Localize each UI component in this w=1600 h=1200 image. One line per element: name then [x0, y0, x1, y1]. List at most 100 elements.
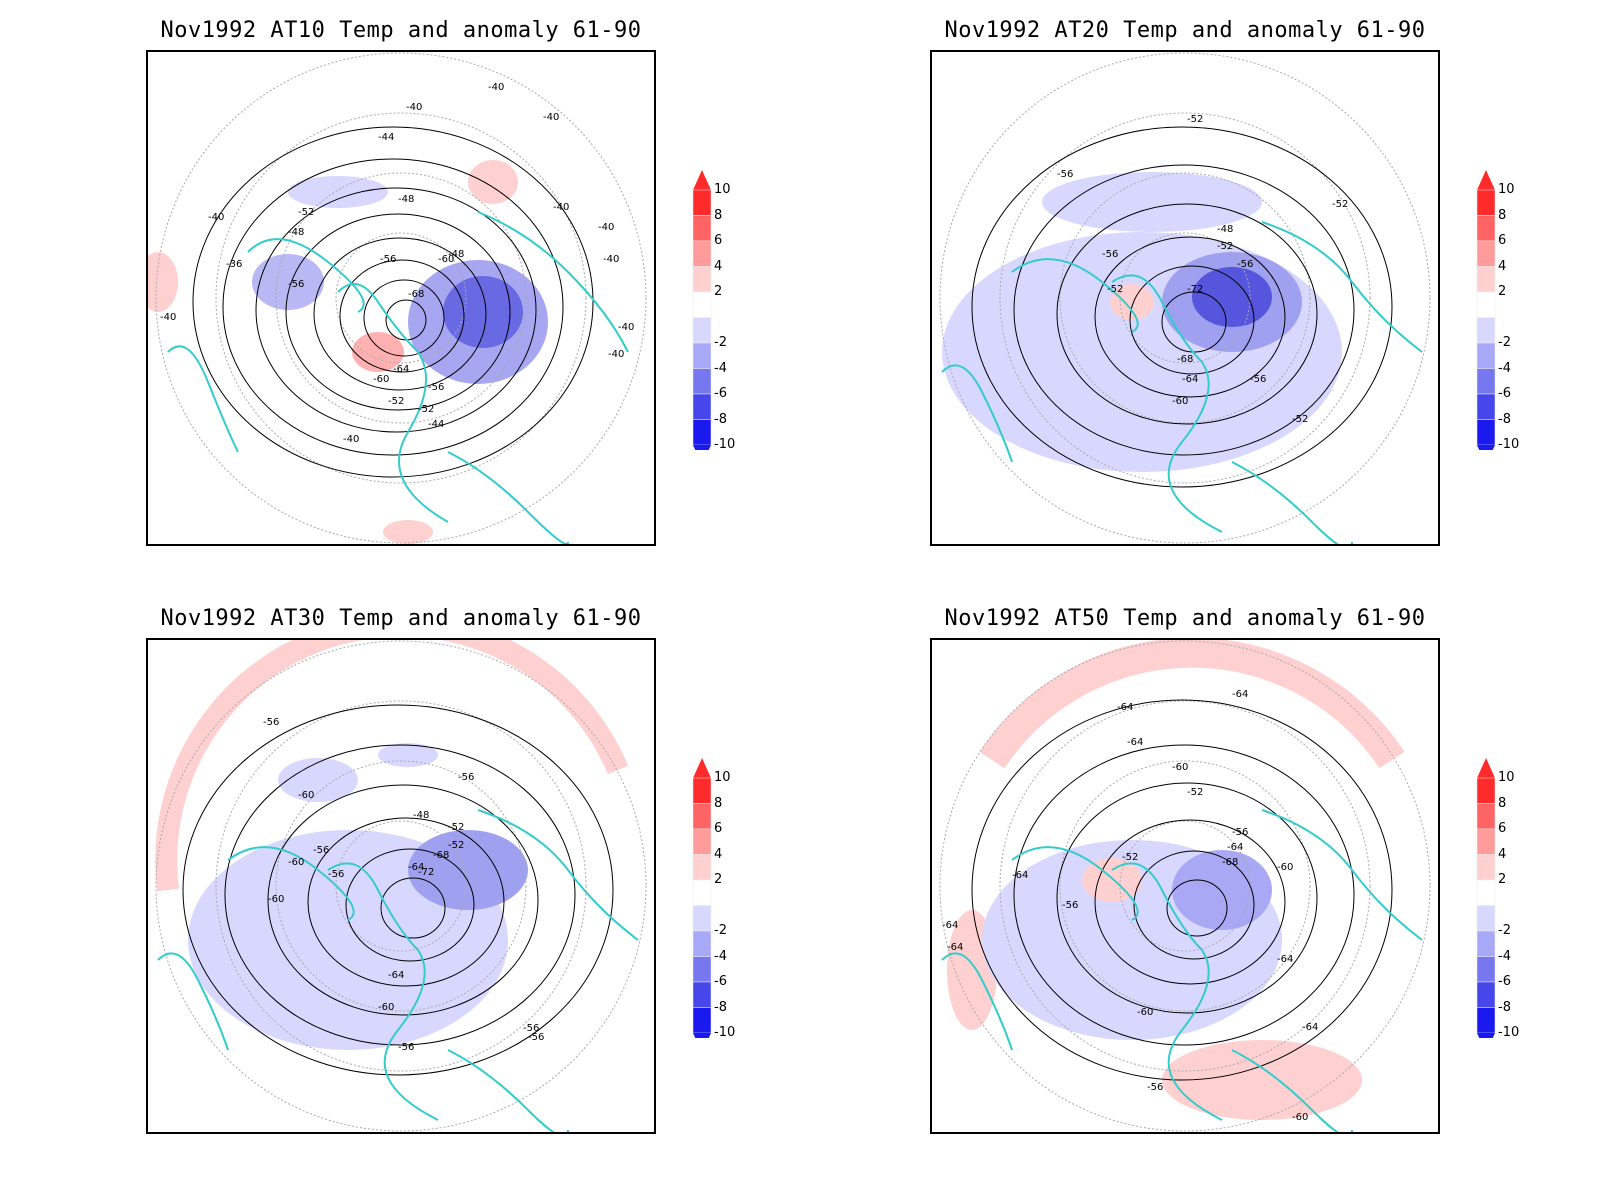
- colorbar-segment: [1476, 956, 1496, 983]
- colorbar-tick-label: -6: [714, 974, 727, 989]
- contour-label: -64: [1012, 870, 1028, 881]
- contour-label: -52: [1217, 241, 1233, 252]
- colorbar-tick-label: -10: [714, 1025, 736, 1040]
- colorbar-tick-label: 10: [1498, 182, 1515, 197]
- contour-label: -68: [433, 850, 449, 861]
- colorbar-tick-label: -4: [714, 948, 727, 964]
- colorbar-segment: [1476, 981, 1496, 1008]
- coastlines: [941, 221, 1423, 544]
- colorbar-segment: [1476, 266, 1496, 293]
- contour-label: -64: [1117, 702, 1133, 713]
- contour-label: -72: [1187, 284, 1203, 295]
- polar-map: -64 -64 -64 -60 -52 -56 -52 -56 -64 -68 -60 -64 -56 -…: [939, 640, 1431, 1132]
- colorbar-tick-label: -6: [1498, 974, 1511, 989]
- panel-title: Nov1992 AT10 Temp and anomaly 61-90: [160, 18, 642, 43]
- colorbar-segment: [692, 956, 712, 983]
- contour-lines: [192, 126, 594, 478]
- colorbar-tick-label: 10: [1498, 770, 1515, 785]
- contour-label: -48: [413, 810, 429, 821]
- panel-at10: Nov1992 AT10 Temp and anomaly 61-90: [146, 18, 906, 598]
- colorbar-segment: [1476, 189, 1496, 216]
- contour-label: -56: [1062, 900, 1078, 911]
- contour-label: -40: [208, 212, 224, 223]
- contour-label: -52: [298, 207, 314, 218]
- coastlines: [157, 809, 639, 1132]
- colorbar-tick-label: 2: [1498, 284, 1507, 299]
- contour-label: -48: [398, 194, 414, 205]
- contour-label: -40: [160, 312, 176, 323]
- contour-label: -60: [298, 790, 314, 801]
- colorbar-max-arrow: [1477, 170, 1495, 190]
- colorbar-segment: [692, 828, 712, 855]
- contour-label: -60: [1292, 1112, 1308, 1123]
- contour-label: -56: [328, 869, 344, 880]
- colorbar-tick-label: 4: [714, 258, 723, 274]
- contour-label: -60: [1137, 1007, 1153, 1018]
- contour-label: -60: [268, 894, 284, 905]
- contour-label: -64: [1277, 954, 1293, 965]
- colorbar-segment: [692, 342, 712, 369]
- latitude-circles: [999, 112, 1371, 484]
- contour-label: -56: [458, 772, 474, 783]
- colorbar-tick-label: -10: [1498, 1025, 1520, 1040]
- contour-label: -40: [603, 254, 619, 265]
- anomaly-shading: [947, 640, 1405, 1120]
- colorbar-segment: [692, 981, 712, 1008]
- colorbar: 10 8 6 4 2 -2 -4 -6 -8 -10: [692, 758, 762, 1040]
- colorbar-segment: [1476, 317, 1496, 344]
- contour-labels: -56-60-56-48-52-56 -52-60 -64-68-72-56-60-…: [263, 717, 544, 1053]
- colorbar-segment: [1476, 419, 1496, 446]
- contour-label: -60: [1277, 862, 1293, 873]
- contour-label: -64: [1302, 1022, 1318, 1033]
- warm-anomaly-region: [979, 640, 1405, 769]
- colorbar-segment: [1476, 368, 1496, 395]
- contour-label: -56: [380, 254, 396, 265]
- contour-label: -60: [373, 374, 389, 385]
- contour-label: -56: [523, 1023, 539, 1034]
- coastlines: [941, 809, 1423, 1132]
- colorbar-min-arrow: [1477, 1033, 1495, 1038]
- colorbar: 10 8 6 4 2 -2 -4 -6 -8 -10: [1476, 758, 1546, 1040]
- colorbar-tick-label: -8: [1498, 999, 1511, 1015]
- contour-label: -64: [393, 364, 409, 375]
- contour-label: -52: [418, 404, 434, 415]
- panel-title: Nov1992 AT30 Temp and anomaly 61-90: [160, 606, 642, 631]
- colorbar-tick-label: 8: [1498, 795, 1507, 811]
- colorbar-tick-label: 10: [714, 770, 731, 785]
- colorbar: 10 8 6 4 2 -2 -4 -6 -8 -10: [692, 170, 762, 451]
- contour-labels: -52-56-52-48-52-56-52-56-72-68-64-60-56-…: [1057, 114, 1348, 425]
- colorbar-tick-label: -2: [714, 923, 727, 938]
- warm-anomaly-region: [1082, 858, 1142, 902]
- contour-labels: -64 -64 -64 -60 -52 -56 -52 -56 -64 -68 -60 -64 -56 -…: [942, 689, 1318, 1123]
- colorbar-tick-label: -8: [1498, 411, 1511, 427]
- colorbar-segment: [692, 905, 712, 932]
- colorbar-segment: [692, 803, 712, 830]
- panel-at50: Nov1992 AT50 Temp and anomaly 61-90: [930, 606, 1600, 1186]
- colorbar-segment: [692, 317, 712, 344]
- colorbar-tick-label: 4: [1498, 846, 1507, 862]
- colorbar-tick-label: -10: [1498, 437, 1520, 452]
- polar-map: -40 -40 -40 -40 -40 -40 -40 -40 -40 -40 -44 -48 -52 -…: [148, 52, 647, 544]
- map-frame: -56 -60 -56 -48 -52 -56 -52 -60 -64 -68 -72 -56 -60-…: [146, 638, 656, 1134]
- contour-label: -56: [1057, 169, 1073, 180]
- latitude-circles: [215, 700, 587, 1072]
- latitude-circles: [215, 112, 587, 484]
- contour-label: -52: [1292, 414, 1308, 425]
- colorbar-tick-label: 6: [1498, 233, 1507, 248]
- colorbar-max-arrow: [693, 170, 711, 190]
- contour-label: -52: [1187, 787, 1203, 798]
- contour-label: -36: [226, 259, 242, 270]
- colorbar-segment: [692, 393, 712, 420]
- colorbar-tick-label: 6: [1498, 821, 1507, 836]
- panel-title: Nov1992 AT20 Temp and anomaly 61-90: [944, 18, 1426, 43]
- contour-label: -64: [1232, 689, 1248, 700]
- colorbar-segment: [692, 419, 712, 446]
- contour-label: -40: [553, 202, 569, 213]
- contour-label: -68: [408, 289, 424, 300]
- colorbar-tick-label: -8: [714, 999, 727, 1015]
- colorbar-tick-label: 8: [714, 795, 723, 811]
- map-frame: -52 -56 -52 -48 -52 -56 -52 -56 -72 -68 -64 -60 -56-…: [930, 50, 1440, 546]
- panel-title: Nov1992 AT50 Temp and anomaly 61-90: [944, 606, 1426, 631]
- contour-label: -44: [378, 132, 394, 143]
- contour-label: -52: [1332, 199, 1348, 210]
